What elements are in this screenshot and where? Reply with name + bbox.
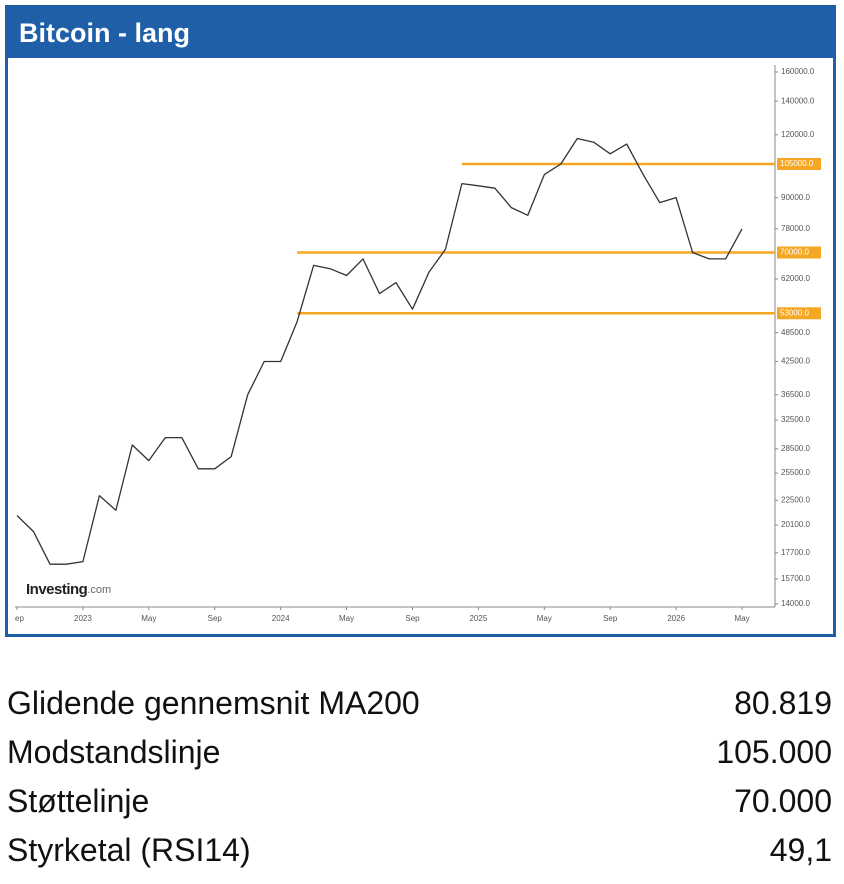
watermark: Investing.com <box>26 581 111 598</box>
level-label-bg <box>777 157 821 170</box>
y-tick-label: 78000.0 <box>781 224 810 233</box>
stats-value: 105.000 <box>716 734 832 770</box>
x-tick-label: May <box>537 614 552 623</box>
y-tick-label: 36500.0 <box>781 390 810 399</box>
x-tick-label: 2026 <box>667 614 685 623</box>
level-label: 105000.0 <box>780 159 814 168</box>
level-label: 53000.0 <box>780 308 809 317</box>
x-tick-label: 2025 <box>469 614 487 623</box>
y-tick-label: 48500.0 <box>781 328 810 337</box>
level-label-bg <box>777 307 821 320</box>
stats-row: Modstandslinje 105.000 <box>7 734 832 780</box>
y-tick-label: 90000.0 <box>781 193 810 202</box>
stats-row: Styrketal (RSI14) 49,1 <box>7 832 832 878</box>
chart-card: Bitcoin - lang <box>5 5 836 637</box>
watermark-brand: Investing <box>26 581 88 598</box>
x-tick-label: May <box>734 614 749 623</box>
x-tick-label: 2023 <box>74 614 92 623</box>
x-tick-label: Sep <box>405 614 420 623</box>
level-label-bg <box>777 246 821 259</box>
y-tick-label: 22500.0 <box>781 495 810 504</box>
stats-label: Modstandslinje <box>7 734 221 770</box>
y-tick-label: 17700.0 <box>781 548 810 557</box>
y-tick-label: 42500.0 <box>781 357 810 366</box>
chart: 14000.0 15700.0 17700.0 20100.0 22500.0 25500… <box>15 65 821 623</box>
y-tick-label: 120000.0 <box>781 130 815 139</box>
x-tick-label: Sep <box>603 614 618 623</box>
price-line <box>16 137 743 565</box>
y-tick-label: 14000.0 <box>781 599 810 608</box>
watermark-suffix: .com <box>87 584 111 596</box>
stats-label: Støttelinje <box>7 783 150 819</box>
stats-row: Glidende gennemsnit MA200 80.819 <box>7 685 832 731</box>
stats-row: Støttelinje 70.000 <box>7 783 832 829</box>
stats-label: Styrketal (RSI14) <box>7 832 251 868</box>
card-header: Bitcoin - lang <box>8 8 833 58</box>
y-tick-label: 25500.0 <box>781 468 810 477</box>
y-tick-label: 15700.0 <box>781 574 810 583</box>
stats-value: 70.000 <box>734 783 832 819</box>
y-tick-label: 140000.0 <box>781 96 815 105</box>
y-tick-label: 32500.0 <box>781 415 810 424</box>
y-tick-label: 20100.0 <box>781 520 810 529</box>
y-tick-label: 62000.0 <box>781 274 810 283</box>
stats-value: 80.819 <box>734 685 832 721</box>
x-tick-label: 2024 <box>272 614 290 623</box>
x-tick-label: May <box>141 614 156 623</box>
stats-value: 49,1 <box>769 832 832 868</box>
y-tick-label: 160000.0 <box>781 67 815 76</box>
x-tick-label: Sep <box>208 614 223 623</box>
stats-label: Glidende gennemsnit MA200 <box>7 685 420 721</box>
chart-title: Bitcoin - lang <box>19 18 190 48</box>
x-tick-label: May <box>339 614 354 623</box>
x-tick-label: ep <box>15 614 24 623</box>
y-tick-label: 28500.0 <box>781 444 810 453</box>
level-label: 70000.0 <box>780 248 809 257</box>
